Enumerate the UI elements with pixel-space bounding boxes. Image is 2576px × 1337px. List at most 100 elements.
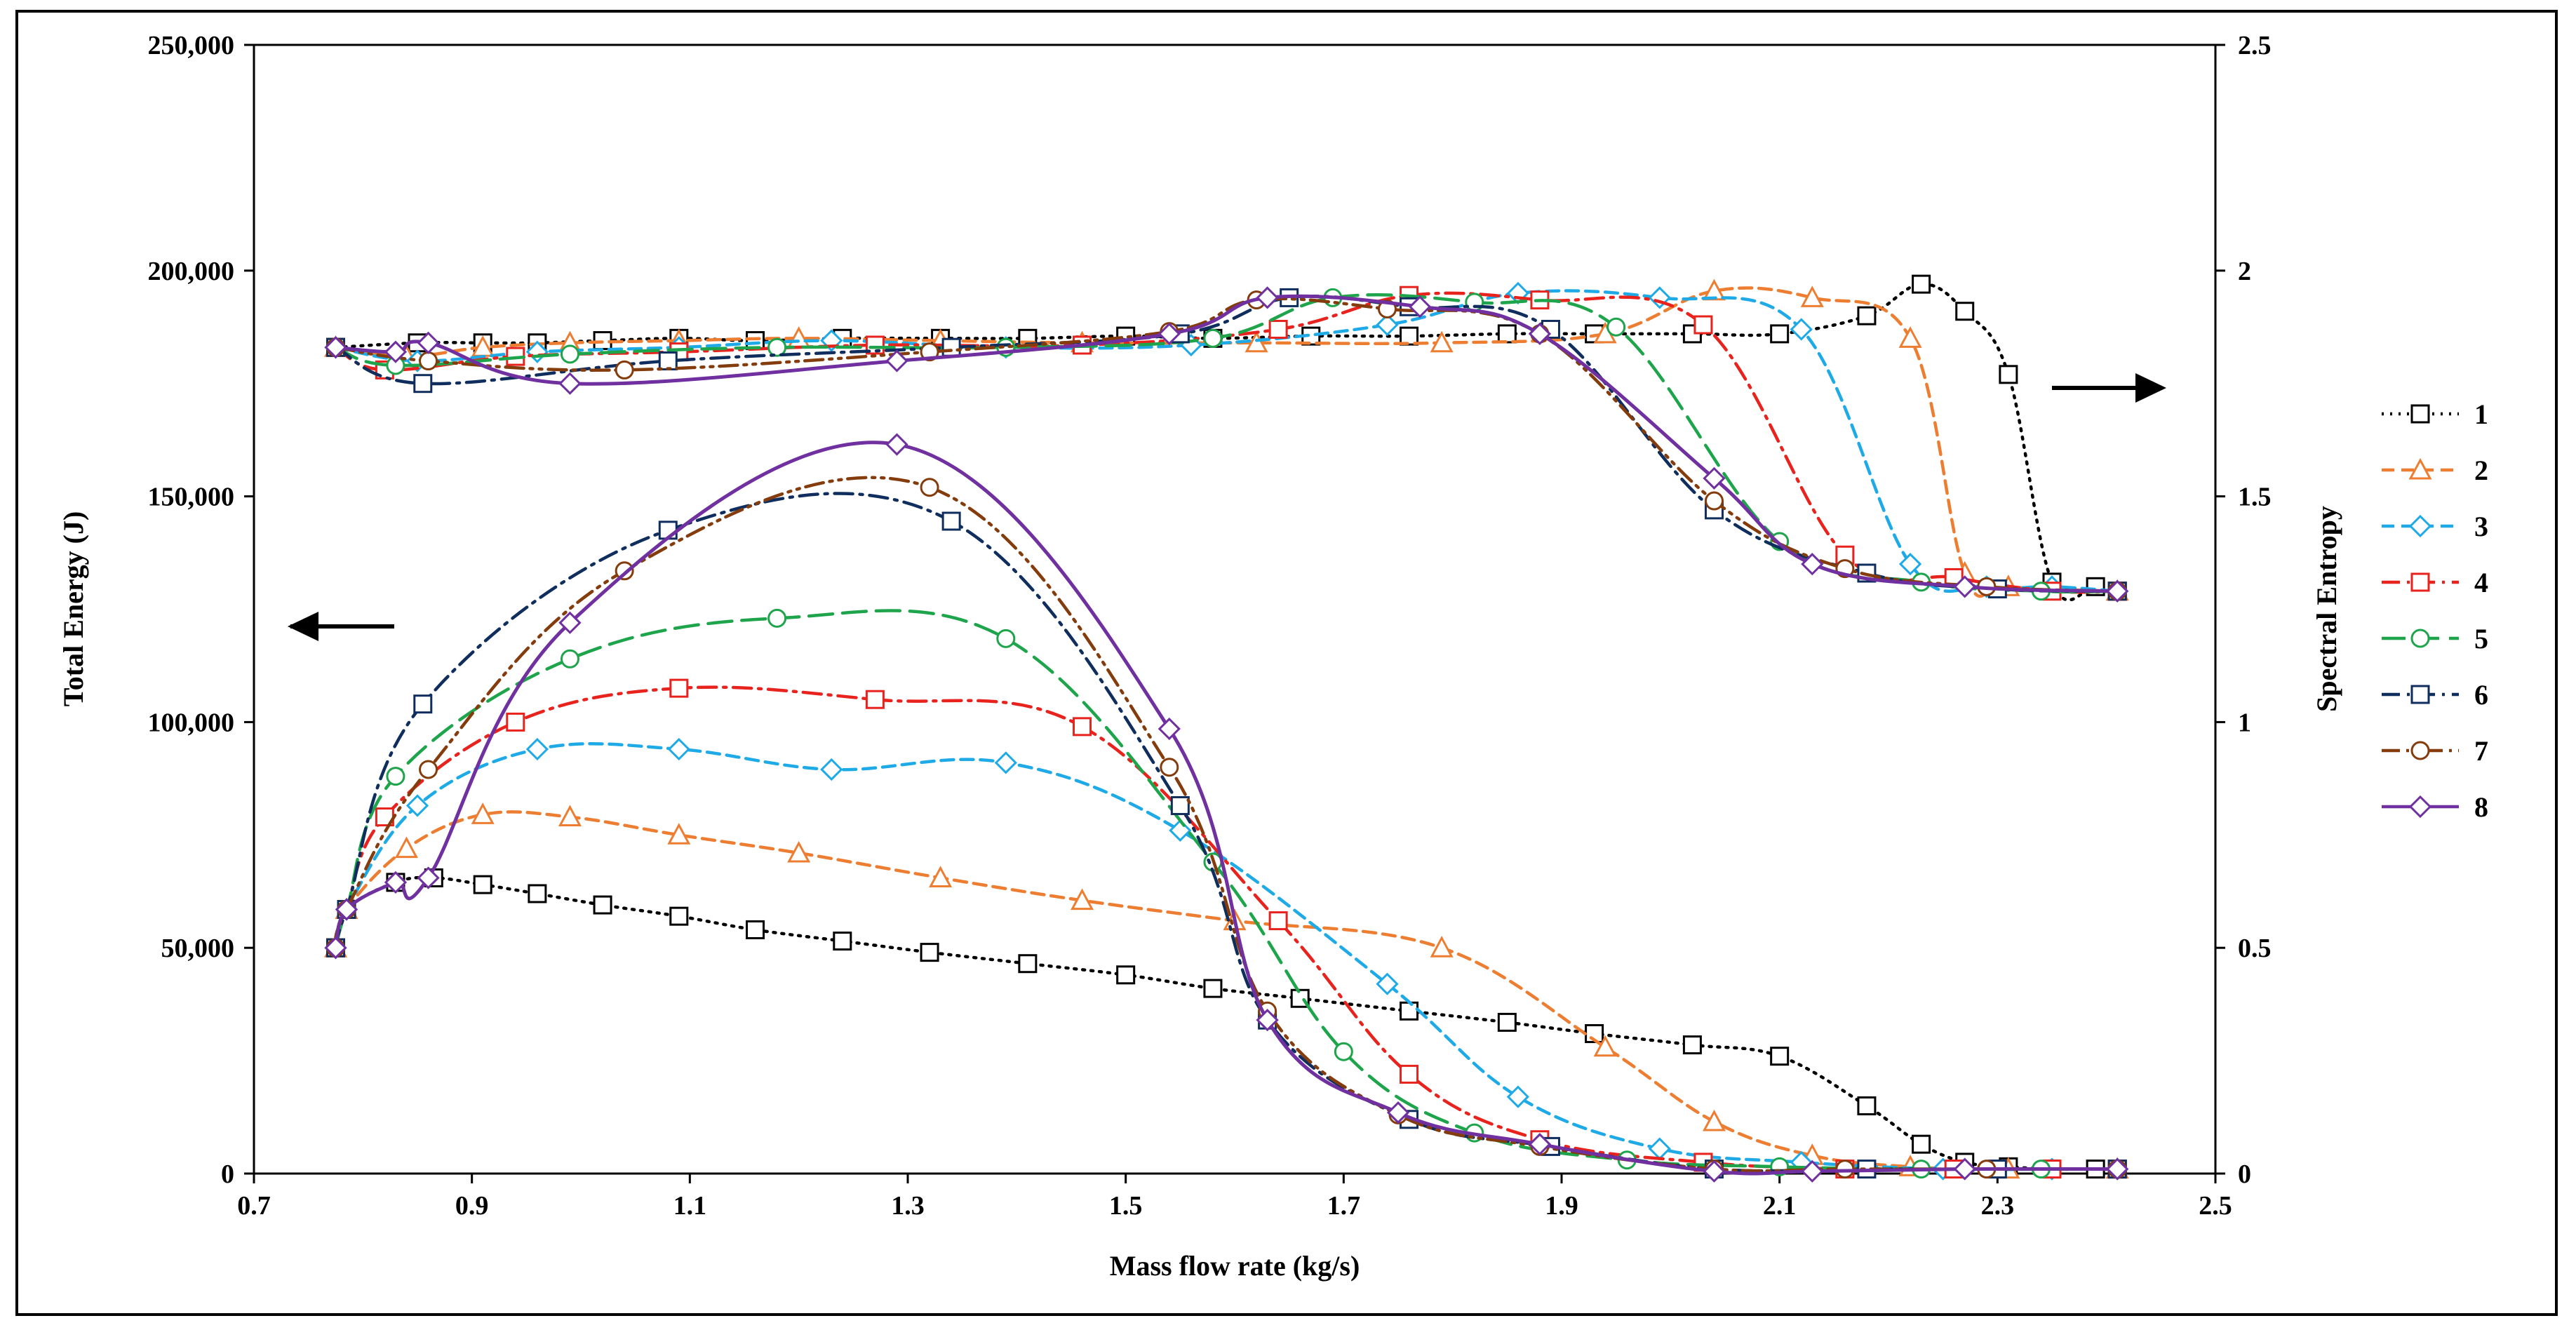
series-2-energy-point xyxy=(394,836,418,859)
y-left-tick-label: 200,000 xyxy=(148,257,235,286)
series-7-energy-line xyxy=(334,476,2119,1173)
series-1-entropy-point xyxy=(1999,365,2018,384)
series-8-energy-point xyxy=(1528,1133,1552,1156)
series-1-energy-point xyxy=(1770,1047,1790,1066)
series-7-entropy-point xyxy=(1704,491,1724,511)
series-4-entropy-point xyxy=(1693,315,1713,335)
plot-area-border xyxy=(253,43,2217,1175)
series-5-energy-point xyxy=(996,629,1016,648)
series-1-energy-point xyxy=(528,884,547,903)
series-2-energy-point xyxy=(1702,1109,1726,1131)
legend-label-4: 4 xyxy=(2474,567,2488,598)
series-6-entropy-point xyxy=(658,351,678,371)
series-1-entropy-point xyxy=(1400,326,1419,346)
series-2-entropy-point xyxy=(1430,330,1454,353)
series-8-energy-point xyxy=(1158,717,1181,741)
series-6-energy-point xyxy=(1170,795,1190,815)
series-1-energy-point xyxy=(1912,1134,1931,1154)
legend-label-1: 1 xyxy=(2474,398,2488,430)
arrow-left-icon-head xyxy=(288,612,318,641)
legend-marker-1 xyxy=(2410,404,2430,424)
series-8-entropy-point xyxy=(2106,579,2129,603)
series-3-energy-point xyxy=(820,758,843,781)
series-5-entropy-point xyxy=(560,344,579,364)
legend-label-7: 7 xyxy=(2474,735,2488,767)
y-right-tick-label: 0.5 xyxy=(2238,934,2272,963)
series-2-energy-point xyxy=(787,840,811,863)
series-8-energy-point xyxy=(1703,1160,1726,1183)
series-6 xyxy=(326,288,2127,1179)
series-8-energy-point xyxy=(1801,1160,1824,1183)
legend-label-8: 8 xyxy=(2474,791,2488,823)
series-1-energy-point xyxy=(746,920,765,939)
x-tick-label: 1.5 xyxy=(1109,1191,1143,1221)
series-5-entropy-line xyxy=(334,293,2119,594)
series-8-entropy-point xyxy=(324,336,347,359)
series-8-energy-point xyxy=(417,866,440,889)
series-8-entropy-point xyxy=(558,372,582,395)
series-1-energy-point xyxy=(593,895,612,915)
y-axis-left-title: Total Energy (J) xyxy=(58,511,89,707)
series-1-entropy-point xyxy=(746,331,765,351)
legend-marker-8 xyxy=(2408,795,2432,819)
x-tick-label: 2.1 xyxy=(1763,1191,1797,1221)
series-8-energy-point xyxy=(324,936,347,960)
series-5-energy-point xyxy=(767,608,787,628)
series-1-energy-point xyxy=(669,906,689,926)
series-3-entropy-point xyxy=(1898,553,1922,576)
legend-label-6: 6 xyxy=(2474,679,2488,711)
series-6-energy-point xyxy=(941,511,961,531)
series-2-entropy-point xyxy=(1898,326,1922,348)
y-left-tick-label: 250,000 xyxy=(148,31,235,60)
y-right-tick-label: 1.5 xyxy=(2238,483,2272,512)
legend-marker-5 xyxy=(2410,629,2430,648)
series-3-energy-point xyxy=(1169,819,1192,842)
series-5-energy-point xyxy=(1334,1042,1353,1061)
series-1-entropy-point xyxy=(1497,324,1517,344)
series-4-energy-point xyxy=(865,690,885,709)
y-right-tick-label: 0 xyxy=(2238,1160,2251,1189)
y-left-tick-label: 150,000 xyxy=(148,483,235,512)
series-8-energy-line xyxy=(334,441,2119,1176)
series-2 xyxy=(323,278,2129,1179)
series-6-energy-point xyxy=(413,694,433,714)
x-tick-label: 1.1 xyxy=(673,1191,707,1221)
series-4 xyxy=(326,285,2127,1179)
series-1-entropy-point xyxy=(1955,302,1975,321)
series-3-energy-point xyxy=(1648,1137,1671,1160)
series-7-energy-point xyxy=(1160,758,1179,777)
x-tick-label: 1.9 xyxy=(1545,1191,1578,1221)
series-4-energy-point xyxy=(1268,911,1288,931)
series-5 xyxy=(326,288,2127,1179)
series-8-entropy-point xyxy=(1703,466,1726,490)
legend-label-3: 3 xyxy=(2474,511,2488,542)
legend-label-2: 2 xyxy=(2474,455,2488,486)
series-6-entropy-point xyxy=(941,337,961,357)
series-8-energy-point xyxy=(1256,1009,1279,1032)
series-4-energy-point xyxy=(506,712,525,732)
series-2-energy-point xyxy=(929,866,953,887)
series-5-entropy-point xyxy=(767,337,787,357)
series-8 xyxy=(324,286,2129,1183)
y-left-tick-label: 50,000 xyxy=(161,934,235,963)
series-3-energy-line xyxy=(334,741,2119,1171)
series-5-energy-point xyxy=(386,767,405,786)
series-3-energy-point xyxy=(1506,1085,1529,1108)
series-5-entropy-point xyxy=(1465,293,1484,312)
y-right-tick-label: 2 xyxy=(2238,257,2251,286)
series-1 xyxy=(326,274,2127,1179)
series-7-entropy-point xyxy=(615,360,634,379)
legend-marker-3 xyxy=(2408,514,2432,538)
series-2-energy-point xyxy=(1593,1035,1617,1057)
series-3-energy-point xyxy=(667,737,690,761)
legend-marker-7 xyxy=(2410,741,2430,760)
y-right-tick-label: 2.5 xyxy=(2238,31,2272,60)
series-1-energy-point xyxy=(833,932,852,951)
series-8-entropy-point xyxy=(885,349,908,372)
series-2-energy-line xyxy=(334,810,2119,1171)
series-1-energy-point xyxy=(473,875,492,894)
legend-marker-4 xyxy=(2410,572,2430,592)
series-2-entropy-point xyxy=(1800,285,1824,307)
series-1-energy-point xyxy=(920,943,939,962)
series-1-energy-point xyxy=(1857,1096,1877,1115)
